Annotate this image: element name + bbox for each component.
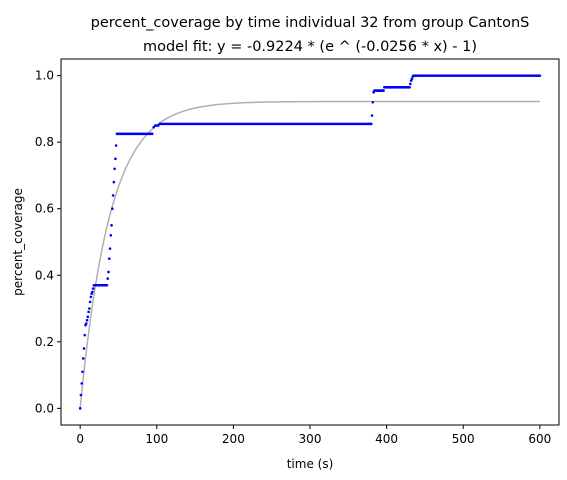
data-point bbox=[84, 322, 88, 325]
y-tick-label: 1.0 bbox=[35, 69, 54, 83]
data-point bbox=[538, 74, 542, 77]
data-point bbox=[89, 295, 93, 299]
data-point bbox=[112, 180, 116, 184]
data-point bbox=[114, 144, 118, 147]
data-point bbox=[91, 290, 94, 294]
data-point bbox=[409, 82, 412, 86]
data-point bbox=[105, 283, 109, 287]
data-point bbox=[87, 310, 90, 314]
data-point bbox=[152, 125, 155, 129]
data-point bbox=[150, 132, 154, 136]
x-axis: 0 100 200 300 400 500 600 bbox=[76, 425, 551, 446]
data-point bbox=[88, 300, 92, 304]
data-point bbox=[111, 207, 114, 211]
data-point bbox=[107, 257, 111, 260]
y-tick-label: 0.0 bbox=[35, 401, 54, 415]
data-point bbox=[91, 287, 95, 290]
data-point bbox=[109, 234, 113, 237]
data-point bbox=[369, 122, 373, 126]
x-tick-label: 100 bbox=[145, 432, 168, 446]
data-point bbox=[79, 393, 83, 397]
data-point bbox=[371, 100, 375, 104]
y-tick-label: 0.4 bbox=[35, 268, 54, 282]
data-point bbox=[86, 315, 90, 319]
chart-title: percent_coverage by time individual 32 f… bbox=[91, 15, 530, 31]
y-axis: 0.0 0.2 0.4 0.6 0.8 1.0 bbox=[35, 69, 61, 415]
x-tick-label: 0 bbox=[76, 432, 84, 446]
data-point bbox=[83, 333, 87, 337]
y-tick-label: 0.2 bbox=[35, 335, 54, 349]
data-point bbox=[85, 318, 89, 322]
data-point bbox=[410, 77, 414, 81]
x-tick-label: 600 bbox=[528, 432, 551, 446]
y-axis-label: percent_coverage bbox=[11, 188, 25, 296]
chart-subtitle: model fit: y = -0.9224 * (e ^ (-0.0256 *… bbox=[143, 39, 477, 55]
data-point bbox=[107, 270, 110, 274]
data-point bbox=[78, 407, 82, 410]
data-point bbox=[114, 157, 117, 161]
x-tick-label: 200 bbox=[222, 432, 245, 446]
x-tick-label: 300 bbox=[299, 432, 322, 446]
data-point bbox=[88, 307, 91, 310]
x-axis-label: time (s) bbox=[287, 457, 334, 471]
y-tick-label: 0.8 bbox=[35, 135, 54, 149]
data-point bbox=[110, 224, 113, 227]
data-point bbox=[82, 347, 86, 350]
data-point bbox=[382, 89, 385, 92]
y-tick-label: 0.6 bbox=[35, 202, 54, 216]
data-point bbox=[81, 370, 84, 374]
x-tick-label: 500 bbox=[452, 432, 475, 446]
data-point bbox=[80, 382, 83, 385]
data-point bbox=[111, 194, 115, 197]
data-point bbox=[108, 247, 112, 250]
data-point bbox=[81, 357, 85, 360]
data-point bbox=[106, 277, 110, 280]
x-tick-label: 400 bbox=[375, 432, 398, 446]
data-point bbox=[370, 114, 374, 117]
data-point bbox=[113, 167, 116, 171]
data-point bbox=[408, 85, 411, 89]
data-point bbox=[157, 124, 160, 127]
